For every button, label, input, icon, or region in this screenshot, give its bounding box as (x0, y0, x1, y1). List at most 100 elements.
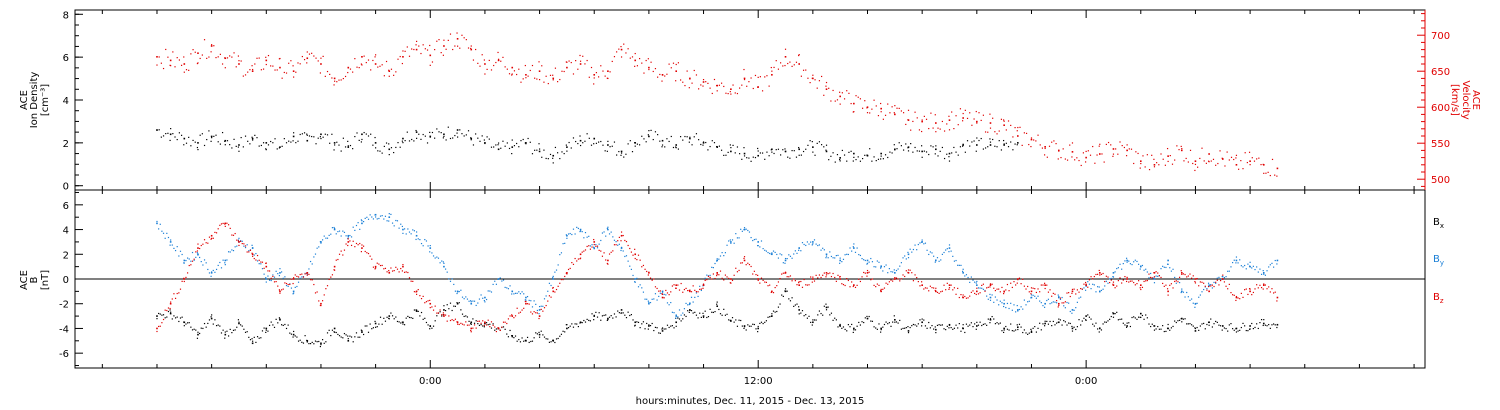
top-texture-dot (420, 138, 422, 140)
bottom-series-y-point (757, 241, 759, 243)
bottom-texture-dot (1063, 320, 1065, 322)
top-texture-dot (857, 156, 859, 158)
top-texture-dot (1019, 126, 1021, 128)
bottom-texture-dot (292, 293, 294, 295)
bottom-texture-dot (402, 232, 404, 234)
bottom-texture-dot (1172, 325, 1174, 328)
bottom-texture-dot (1035, 297, 1037, 299)
bottom-texture-dot (1126, 261, 1128, 263)
bottom-texture-dot (601, 232, 604, 234)
bottom-texture-dot (893, 269, 895, 271)
bottom-texture-dot (536, 333, 538, 335)
top-texture-dot (497, 58, 500, 60)
top-texture-dot (672, 62, 675, 64)
bottom-texture-dot (304, 335, 306, 337)
bottom-texture-dot (989, 322, 991, 324)
bottom-texture-dot (237, 239, 240, 241)
top-texture-dot (185, 69, 188, 71)
top-texture-dot (718, 145, 720, 147)
bottom-texture-dot (552, 277, 554, 279)
top-texture-dot (902, 112, 905, 114)
bottom-texture-dot (540, 308, 542, 310)
bottom-texture-dot (685, 315, 687, 318)
bottom-texture-dot (458, 302, 460, 304)
bottom-texture-dot (577, 258, 579, 260)
bottom-texture-dot (1199, 325, 1201, 327)
bottom-texture-dot (1162, 325, 1164, 327)
bottom-texture-dot (883, 287, 886, 289)
bottom-texture-dot (1198, 329, 1200, 331)
bottom-texture-dot (1128, 260, 1130, 262)
bottom-texture-dot (1219, 279, 1222, 282)
bottom-texture-dot (970, 276, 972, 278)
bottom-texture-dot (1116, 311, 1118, 313)
top-texture-dot (436, 128, 438, 130)
top-texture-dot (800, 75, 802, 77)
bottom-texture-dot (383, 218, 385, 220)
bottom-texture-dot (612, 250, 614, 252)
bottom-texture-dot (1251, 267, 1253, 269)
bottom-texture-dot (851, 323, 853, 326)
top-texture-dot (367, 59, 370, 61)
bottom-texture-dot (475, 304, 477, 307)
bottom-texture-dot (402, 263, 404, 266)
top-texture-dot (470, 139, 472, 141)
top-texture-dot (470, 137, 472, 139)
top-texture-dot (966, 117, 969, 120)
top-texture-dot (219, 53, 221, 55)
bottom-texture-dot (784, 257, 787, 260)
bottom-texture-dot (779, 277, 781, 280)
bottom-texture-dot (639, 259, 641, 261)
bottom-texture-dot (624, 314, 626, 316)
bottom-texture-dot (576, 226, 578, 228)
top-texture-dot (1000, 118, 1003, 120)
top-texture-dot (188, 69, 190, 71)
top-texture-dot (823, 94, 825, 96)
bottom-texture-dot (331, 329, 334, 331)
bottom-texture-dot (914, 324, 916, 326)
bottom-texture-dot (830, 275, 833, 278)
bottom-texture-dot (668, 326, 670, 329)
bottom-texture-dot (666, 292, 669, 294)
bottom-texture-dot (279, 318, 281, 320)
top-texture-dot (303, 132, 306, 134)
bottom-texture-dot (183, 321, 185, 323)
bottom-texture-dot (255, 341, 257, 344)
bottom-texture-dot (1191, 324, 1193, 326)
bottom-series-y-point (689, 302, 691, 305)
bottom-texture-dot (375, 267, 377, 269)
bottom-texture-dot (846, 330, 848, 332)
top-texture-dot (705, 141, 707, 144)
bottom-texture-dot (675, 314, 677, 316)
top-series-0-point (484, 142, 486, 144)
bottom-texture-dot (451, 309, 453, 312)
top-texture-dot (1230, 156, 1233, 158)
bottom-texture-dot (463, 315, 465, 318)
bottom-texture-dot (953, 287, 956, 289)
bottom-texture-dot (757, 325, 759, 328)
bottom-texture-dot (1030, 294, 1033, 296)
top-texture-dot (1142, 155, 1144, 157)
bottom-texture-dot (1151, 277, 1153, 279)
top-texture-dot (262, 68, 265, 70)
bottom-texture-dot (1138, 263, 1140, 265)
top-texture-dot (859, 98, 862, 100)
bottom-texture-dot (511, 335, 513, 337)
bottom-texture-dot (1221, 278, 1223, 280)
bottom-texture-dot (933, 287, 935, 289)
bottom-texture-dot (685, 302, 687, 305)
bottom-texture-dot (748, 325, 751, 327)
top-texture-dot (520, 81, 522, 83)
bottom-texture-dot (449, 319, 452, 322)
bottom-texture-dot (1075, 307, 1077, 309)
bottom-texture-dot (784, 290, 786, 292)
bottom-texture-dot (1194, 306, 1196, 308)
bottom-texture-dot (265, 262, 267, 264)
top-texture-dot (700, 84, 702, 86)
bottom-texture-dot (634, 281, 636, 283)
bottom-texture-dot (1268, 286, 1270, 288)
bottom-texture-dot (572, 263, 575, 265)
top-texture-dot (661, 144, 664, 146)
bottom-texture-dot (1034, 295, 1036, 297)
bottom-texture-dot (158, 228, 160, 230)
